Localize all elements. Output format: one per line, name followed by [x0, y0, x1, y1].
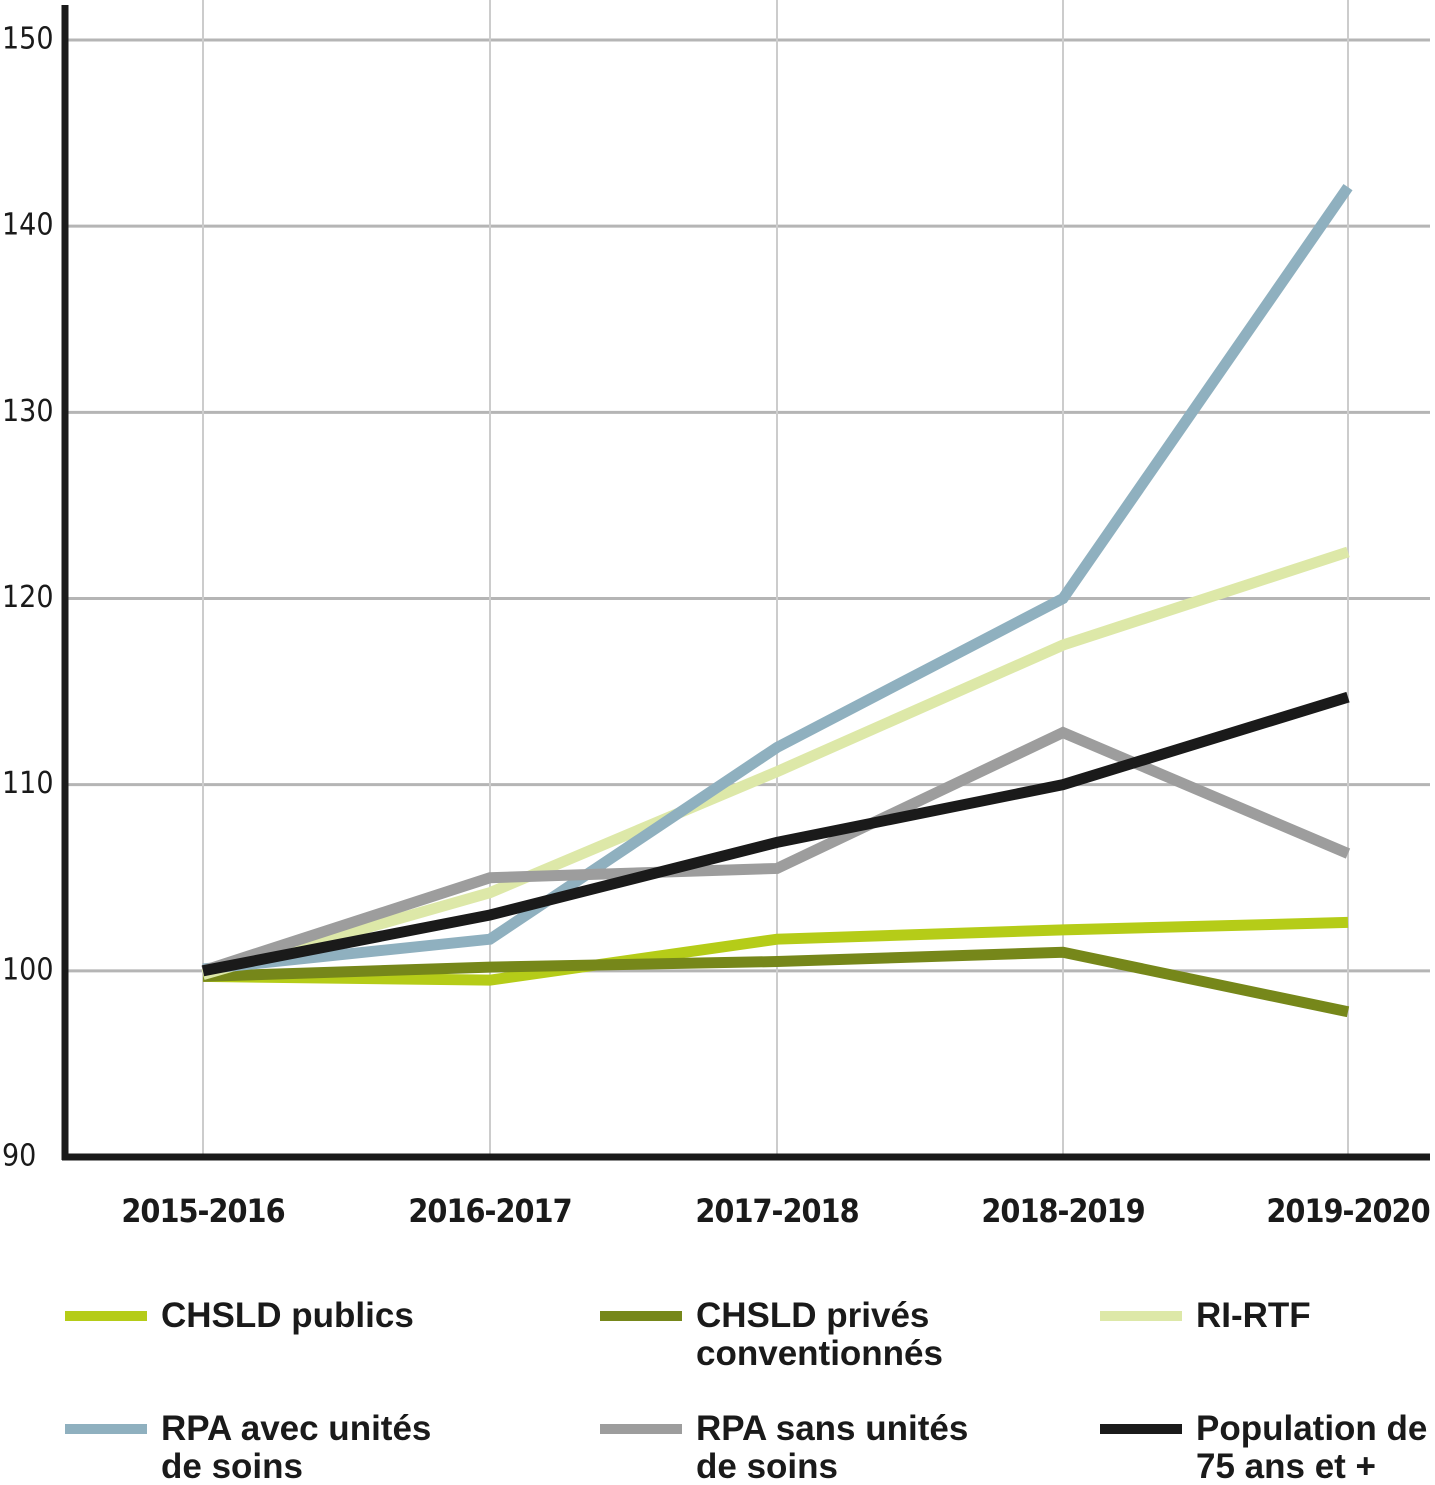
legend-label: RI-RTF	[1196, 1296, 1311, 1335]
legend-item: Population de 75 ans et +	[1100, 1410, 1435, 1485]
series-line	[202, 916, 1349, 986]
legend-item: RI-RTF	[1100, 1297, 1435, 1335]
legend-label: Population de 75 ans et +	[1196, 1409, 1428, 1485]
legend-swatch	[65, 1424, 147, 1434]
legend-swatch	[65, 1311, 147, 1321]
y-tick-label: 90	[2, 1139, 36, 1174]
series-line	[202, 183, 1353, 975]
y-tick-label: 140	[2, 208, 54, 243]
legend-swatch	[1100, 1311, 1182, 1321]
legend-swatch	[600, 1424, 682, 1434]
legend-label: CHSLD privés conventionnés	[696, 1296, 943, 1373]
chart: 90 100 110 120 130 140 150 2015-2016 2016-2017 20…	[2, 0, 1431, 1230]
legend-item: RPA sans unités de soins	[600, 1410, 996, 1485]
series-line	[202, 946, 1350, 1018]
y-tick-label: 100	[2, 952, 54, 987]
legend-item: CHSLD privés conventionnés	[600, 1297, 996, 1373]
x-tick-label: 2017-2018	[695, 1192, 858, 1230]
y-tick-label: 150	[2, 22, 54, 57]
y-tick-label: 120	[2, 580, 54, 615]
y-tick-label: 110	[2, 766, 54, 801]
legend-swatch	[600, 1311, 682, 1321]
series-line	[201, 691, 1350, 977]
y-tick-label: 130	[2, 394, 54, 429]
series-line	[201, 726, 1351, 977]
x-tick-label: 2016-2017	[408, 1192, 571, 1230]
legend-swatch	[1100, 1424, 1182, 1434]
legend-label: RPA avec unités de soins	[161, 1409, 432, 1485]
legend-label: RPA sans unités de soins	[696, 1409, 969, 1485]
x-tick-label: 2015-2016	[121, 1192, 284, 1230]
legend-label: CHSLD publics	[161, 1296, 414, 1335]
legend-item: RPA avec unités de soins	[65, 1410, 461, 1485]
series-line	[201, 546, 1350, 980]
x-tick-label: 2018-2019	[981, 1192, 1144, 1230]
legend-item: CHSLD publics	[65, 1297, 461, 1335]
x-tick-label: 2019-2020	[1266, 1192, 1429, 1230]
